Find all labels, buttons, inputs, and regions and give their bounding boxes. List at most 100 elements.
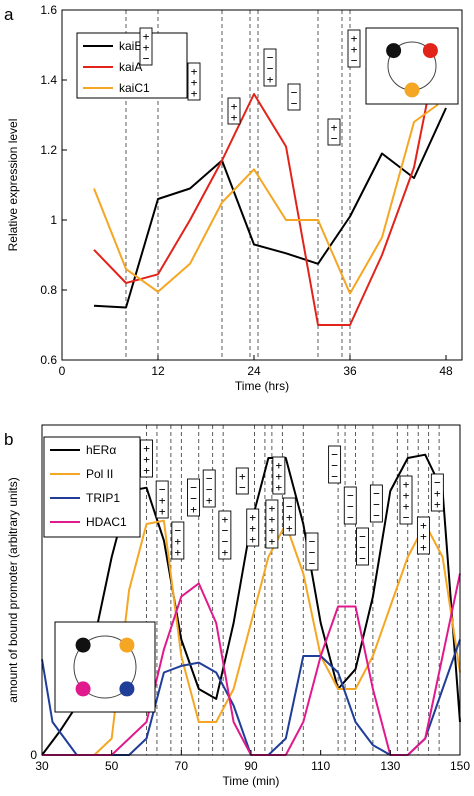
panel-a-sign-4-0: −	[291, 86, 298, 99]
panel-b-sign-16-3: −	[403, 511, 410, 524]
panel-b-sign-box-13	[343, 486, 357, 525]
panel-a-inset-node-0	[386, 43, 402, 59]
panel-a-sign-6-1: +	[351, 43, 358, 56]
panel-b-sign-6-1: −	[239, 481, 246, 494]
panel-letter-b: b	[4, 430, 13, 449]
panel-a-x-tick-label-1: 12	[151, 364, 165, 378]
panel-b-sign-10-0: −	[286, 500, 293, 513]
panel-b-sign-box-8	[265, 499, 279, 549]
panel-b-y-tick-label-0: 0	[30, 748, 37, 762]
panel-b-inset-node-1	[119, 637, 135, 653]
panel-b-sign-12-2: −	[331, 470, 338, 483]
panel-b-sign-2-1: +	[175, 535, 182, 548]
panel-b-series-line-1	[42, 519, 461, 756]
panel-b-legend-label-3: HDAC1	[86, 515, 127, 529]
panel-b-legend-label-2: TRIP1	[86, 491, 120, 505]
panel-b-sign-box-14	[356, 527, 369, 566]
panel-b-sign-2-2: +	[175, 546, 182, 559]
panel-b-inset-cycle-ring	[73, 635, 137, 699]
panel-b-sign-box-0	[140, 439, 153, 478]
panel-b-sign-5-2: −	[222, 535, 229, 548]
panel-a-sign-2-0: +	[231, 100, 238, 113]
panel-b-sign-8-3: +	[269, 535, 276, 548]
panel-b-sign-18-1: +	[434, 487, 441, 500]
panel-b-x-tick-label-5: 130	[380, 759, 400, 773]
panel-b-sign-box-16	[399, 475, 413, 525]
panel-b-sign-5-0: +	[222, 513, 229, 526]
panel-a-y-tick-label-1: 0.8	[40, 283, 57, 297]
panel-a-sign-5-0: +	[331, 121, 338, 134]
panel-b-sign-box-6	[235, 467, 249, 495]
panel-b-sign-box-18	[430, 473, 444, 512]
panel-b-sign-box-10	[282, 497, 296, 536]
panel-b-sign-17-1: +	[420, 530, 427, 543]
panel-b-sign-box-1	[155, 480, 169, 519]
panel-a-sign-6-0: +	[351, 32, 358, 45]
panel-a-sign-box-2	[227, 97, 241, 125]
panel-b-sign-13-2: −	[347, 511, 354, 524]
panel-b-x-axis-label: Time (min)	[223, 774, 280, 788]
panel-b-sign-18-0: −	[434, 476, 441, 489]
panel-a-sign-1-0: +	[191, 65, 198, 78]
panel-b-sign-18-2: +	[434, 498, 441, 511]
panel-a-y-tick-label-4: 1.4	[40, 73, 57, 87]
panel-b-legend-box	[43, 436, 141, 538]
panel-a-y-tick-label-3: 1.2	[40, 143, 57, 157]
panel-a-sign-box-5	[327, 118, 341, 146]
panel-a-sign-0-2: −	[143, 52, 150, 65]
panel-b-sign-16-2: +	[403, 500, 410, 513]
panel-b-chart: 30 50 70 90 110 130 150 0 Time (min) amount of bo…	[6, 424, 470, 788]
panel-a-sign-4-1: −	[291, 97, 298, 110]
panel-a-y-tick-label-0: 0.6	[40, 353, 57, 367]
panel-b-sign-9-1: +	[276, 470, 283, 483]
panel-b-sign-box-5	[218, 510, 232, 560]
panel-a-series-line-0	[93, 107, 447, 309]
panel-b-y-axis-label: amount of bound promoter (arbitrary unit…	[6, 477, 20, 702]
panel-a-sign-3-1: −	[267, 62, 274, 75]
panel-a-sign-1-1: +	[191, 76, 198, 89]
panel-b-sign-14-1: −	[359, 541, 366, 554]
panel-b-sign-16-1: +	[403, 489, 410, 502]
panel-b-sign-12-1: −	[331, 459, 338, 472]
panel-a-inset-node-1	[422, 43, 438, 59]
panel-a-x-tick-label-4: 48	[439, 364, 453, 378]
panel-b-sign-5-3: +	[222, 546, 229, 559]
panel-a-chart: 0 12 24 36 48 0.6 0.8 1 1.2 1.4 1.6 Time (hrs) Relat…	[6, 3, 463, 393]
panel-b-sign-17-2: +	[420, 541, 427, 554]
panel-a-plot-frame	[61, 9, 463, 361]
panel-b-sign-box-7	[246, 508, 260, 547]
panel-b-sign-7-0: +	[249, 511, 256, 524]
panel-b-x-tick-label-4: 110	[311, 759, 330, 773]
panel-a-sign-box-6	[347, 29, 361, 68]
panel-b-sign-15-0: −	[373, 487, 380, 500]
panel-a-y-axis-label: Relative expression level	[6, 119, 20, 252]
panel-a-legend-label-2: kaiC1	[119, 81, 150, 95]
panel-a-x-tick-label-3: 36	[343, 364, 357, 378]
panel-b-sign-0-2: +	[143, 464, 150, 477]
panel-b-sign-box-17	[416, 516, 430, 555]
panel-a-sign-3-0: −	[267, 51, 274, 64]
panel-b-sign-2-0: −	[175, 524, 182, 537]
panel-b-sign-10-2: +	[286, 522, 293, 535]
panel-a-sign-0-0: +	[143, 30, 150, 43]
panel-a-sign-3-2: +	[267, 73, 274, 86]
panel-a-sign-box-0	[139, 27, 153, 66]
panel-b-sign-1-1: +	[159, 494, 166, 507]
panel-b-sign-10-1: +	[286, 511, 293, 524]
panel-b-sign-15-2: −	[373, 509, 380, 522]
panel-a-sign-6-2: −	[351, 54, 358, 67]
panel-b-sign-14-0: −	[359, 530, 366, 543]
panel-b-sign-8-0: +	[269, 502, 276, 515]
panel-b-sign-4-0: −	[206, 472, 213, 485]
panel-b-x-tick-label-6: 150	[450, 759, 470, 773]
panel-b-sign-8-1: +	[269, 513, 276, 526]
panel-b-sign-9-0: +	[276, 459, 283, 472]
panel-a-legend-label-1: kaiA	[119, 60, 142, 74]
panel-b-sign-9-2: +	[276, 481, 283, 494]
panel-b-sign-16-0: +	[403, 478, 410, 491]
panel-a-x-tick-label-2: 24	[247, 364, 261, 378]
panel-b-sign-box-11	[305, 532, 319, 571]
panel-b-sign-13-1: −	[347, 500, 354, 513]
panel-b-sign-box-2	[171, 521, 185, 560]
panel-b-sign-8-2: +	[269, 524, 276, 537]
